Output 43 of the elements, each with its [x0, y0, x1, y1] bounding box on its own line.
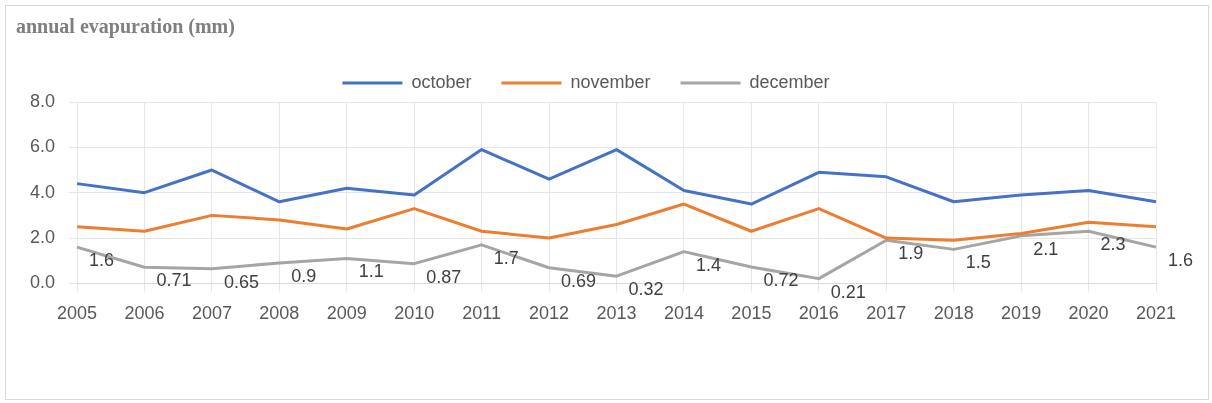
x-tick-label: 2014	[663, 303, 704, 324]
y-tick-label: 8.0	[29, 90, 56, 111]
data-label: 2.1	[1033, 238, 1059, 259]
y-tick-label: 6.0	[29, 136, 56, 157]
data-label: 1.6	[89, 250, 115, 271]
data-label: 1.6	[1168, 250, 1194, 271]
x-tick-label: 2011	[462, 303, 501, 324]
data-label: 1.4	[695, 254, 721, 275]
legend-label: december	[749, 71, 830, 92]
data-label: 0.72	[763, 270, 799, 291]
x-tick-label: 2010	[394, 303, 435, 324]
data-label: 0.65	[223, 271, 259, 292]
data-label: 0.9	[291, 265, 317, 286]
x-tick-label: 2008	[259, 303, 300, 324]
data-label: 1.7	[493, 247, 519, 268]
x-tick-label: 2021	[1135, 303, 1177, 324]
x-tick-label: 2019	[1001, 303, 1042, 324]
data-label: 0.71	[156, 270, 192, 291]
legend-label: october	[411, 71, 472, 92]
data-label: 0.69	[561, 270, 597, 291]
x-tick-label: 2012	[529, 303, 570, 324]
x-tick-label: 2015	[731, 303, 772, 324]
data-label: 1.9	[898, 243, 924, 264]
x-tick-label: 2017	[866, 303, 907, 324]
data-label: 1.5	[965, 252, 991, 273]
x-tick-label: 2016	[798, 303, 839, 324]
x-tick-label: 2018	[933, 303, 974, 324]
chart-title: annual evapuration (mm)	[16, 15, 235, 39]
y-tick-label: 4.0	[29, 181, 56, 202]
data-label: 0.87	[426, 266, 462, 287]
data-label: 2.3	[1100, 234, 1126, 255]
x-tick-label: 2009	[326, 303, 367, 324]
x-tick-label: 2007	[191, 303, 232, 324]
legend-label: november	[570, 71, 651, 92]
data-label: 1.1	[358, 261, 384, 282]
x-tick-label: 2006	[124, 303, 165, 324]
data-label: 0.21	[830, 281, 866, 302]
x-tick-label: 2020	[1068, 303, 1109, 324]
x-tick-label: 2005	[57, 303, 98, 324]
data-label: 0.32	[628, 279, 664, 300]
y-tick-label: 0.0	[29, 272, 56, 293]
y-tick-label: 2.0	[29, 227, 56, 248]
x-tick-label: 2013	[596, 303, 637, 324]
